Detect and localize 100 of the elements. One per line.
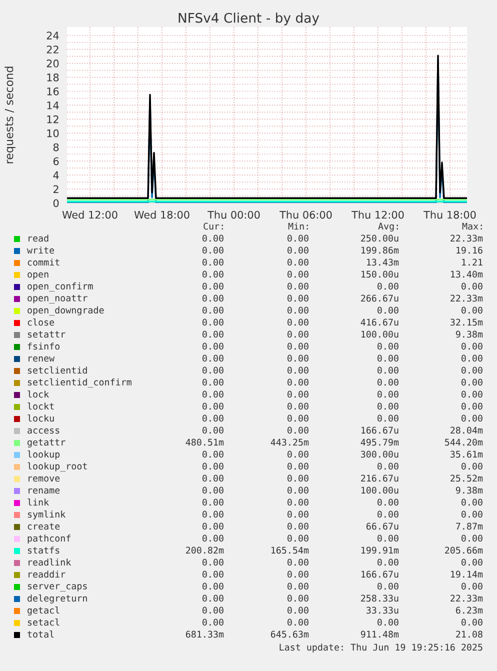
legend-label: setclientid_confirm xyxy=(28,378,132,388)
legend-label: total xyxy=(28,630,54,638)
legend-label: server_caps xyxy=(28,584,87,592)
legend-label: lookup xyxy=(28,450,60,460)
text: 0.00 xyxy=(202,582,224,590)
text: 0.00 xyxy=(288,594,308,602)
text: 0.00 xyxy=(202,354,224,362)
text: 0.00 xyxy=(202,246,224,254)
legend-label: getattr xyxy=(28,439,66,448)
text: 0.00 xyxy=(202,306,224,314)
text: 0.00 xyxy=(288,390,308,398)
text: 0.00 xyxy=(288,414,308,422)
legend-label: open_downgrade xyxy=(28,306,104,316)
y-tick-label: 24 xyxy=(46,32,59,40)
text: 495.79m xyxy=(360,438,399,446)
text: Avg: xyxy=(378,222,398,232)
y-axis-title: requests / second xyxy=(4,66,16,164)
text: 0.00 xyxy=(202,510,224,518)
text: 0.00 xyxy=(288,306,308,314)
text: 0.00 xyxy=(378,558,398,566)
text: Last update: Thu Jun 19 19:25:16 2025 xyxy=(280,644,482,652)
y-tick-label: 12 xyxy=(47,115,58,124)
text: 0.00 xyxy=(288,510,308,518)
text: 0.00 xyxy=(202,378,224,386)
text: 0.00 xyxy=(288,258,308,266)
text: 0.00 xyxy=(462,510,482,518)
text: 416.67u xyxy=(360,318,398,326)
x-tick-label: Thu 12:00 xyxy=(352,210,404,219)
y-tick-label: 10 xyxy=(47,129,59,138)
text: 0.00 xyxy=(378,366,398,374)
legend-label: statfs xyxy=(28,546,60,554)
legend-label: create xyxy=(28,523,60,530)
text: 19.16 xyxy=(456,246,482,254)
legend-label: setclientid xyxy=(28,366,87,374)
y-tick-label: 16 xyxy=(47,87,59,96)
legend-label: lock xyxy=(28,390,49,398)
text: 266.67u xyxy=(361,294,398,302)
text: 0.00 xyxy=(288,246,308,254)
text: 0.00 xyxy=(202,330,224,338)
text: 13.43m xyxy=(366,258,399,266)
text: 22.33m xyxy=(450,294,483,302)
legend-label: read xyxy=(28,234,48,242)
text: 205.66m xyxy=(445,546,483,554)
text: 0.00 xyxy=(288,426,308,434)
text: 0.00 xyxy=(288,402,308,410)
text: 0.00 xyxy=(202,270,224,278)
text: 0.00 xyxy=(202,534,224,542)
text: 0.00 xyxy=(288,354,308,362)
y-tick-label: 8 xyxy=(53,143,59,152)
legend-label: open xyxy=(28,272,48,280)
text: 0.00 xyxy=(288,294,308,302)
text: 0.00 xyxy=(288,498,308,506)
text: 0.00 xyxy=(202,234,224,242)
text: 100.00u xyxy=(361,486,398,494)
legend-label: delegreturn xyxy=(28,594,87,604)
text: 0.00 xyxy=(462,354,482,362)
text: 0.00 xyxy=(288,570,308,578)
text: 681.33m xyxy=(186,630,224,638)
text: 0.00 xyxy=(378,510,398,518)
text: 0.00 xyxy=(462,306,482,314)
text: 0.00 xyxy=(462,618,482,626)
y-tick-label: 18 xyxy=(47,74,59,82)
text: 0.00 xyxy=(202,294,224,302)
text: Max: xyxy=(462,222,482,230)
y-tick-label: 4 xyxy=(53,171,59,180)
text: 250.00u xyxy=(361,234,398,242)
legend-label: write xyxy=(27,246,54,254)
legend-label: readlink xyxy=(28,558,72,566)
text: 0.00 xyxy=(288,330,308,338)
legend-label: rename xyxy=(28,488,60,494)
text: 0.00 xyxy=(462,282,482,290)
text: 0.00 xyxy=(378,618,398,626)
x-tick-label: Wed 12:00 xyxy=(62,210,118,219)
text: 911.48m xyxy=(360,630,399,638)
text: 66.67u xyxy=(366,522,398,530)
text: 0.00 xyxy=(288,462,308,470)
text: 0.00 xyxy=(462,402,482,410)
text: 258.33u xyxy=(361,594,398,602)
y-tick-label: 0 xyxy=(53,199,59,208)
text: 0.00 xyxy=(462,558,482,566)
text: 300.00u xyxy=(360,450,398,458)
legend-label: lookup_root xyxy=(28,462,87,472)
text: 22.33m xyxy=(450,594,483,602)
text: 166.67u xyxy=(361,426,398,434)
text: 0.00 xyxy=(462,582,482,590)
text: 0.00 xyxy=(202,342,224,350)
y-tick-label: 6 xyxy=(53,157,59,166)
text: 0.00 xyxy=(288,582,308,590)
text: 0.00 xyxy=(288,486,308,494)
text: 0.00 xyxy=(288,618,308,626)
legend-label: open_confirm xyxy=(28,282,93,292)
text: 0.00 xyxy=(462,390,482,398)
text: 13.40m xyxy=(450,270,483,278)
text: 0.00 xyxy=(202,426,224,434)
legend-label: renew xyxy=(28,356,55,362)
text: 480.51m xyxy=(186,438,224,446)
text: 0.00 xyxy=(288,318,308,326)
text: 443.25m xyxy=(270,438,309,446)
text: 0.00 xyxy=(202,474,224,482)
text: 0.00 xyxy=(378,306,398,314)
